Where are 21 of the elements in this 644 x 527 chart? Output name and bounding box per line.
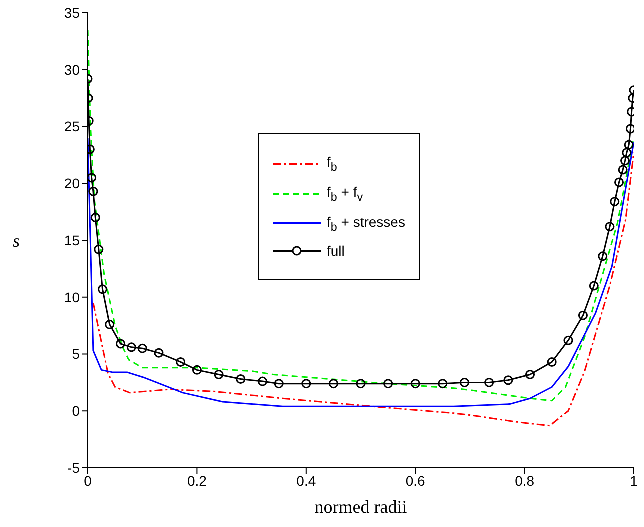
x-tick-label: 1: [630, 472, 638, 489]
x-tick-label: 0.6: [406, 472, 426, 489]
y-tick-label: -5: [68, 460, 80, 476]
y-tick-label: 15: [64, 232, 80, 248]
y-tick-label: 35: [64, 4, 80, 21]
x-axis-title: normed radii: [314, 497, 408, 517]
legend-label: f$_{b}$ + stresses: [327, 214, 406, 234]
y-axis-title: s: [13, 230, 20, 251]
x-tick-label: 0: [84, 472, 92, 489]
y-tick-label: 30: [64, 62, 80, 78]
legend-label: full: [327, 243, 345, 260]
y-tick-label: 5: [72, 346, 80, 362]
y-tick-label: 0: [72, 403, 80, 420]
y-tick-label: 20: [64, 176, 80, 192]
x-tick-label: 0.2: [187, 472, 208, 489]
x-tick-label: 0.8: [515, 472, 535, 489]
y-tick-label: 25: [64, 118, 80, 135]
y-tick-label: 10: [64, 289, 80, 306]
legend-label: f$_{b}$ + f$_{v}$: [327, 184, 364, 204]
legend-label: f$_{b}$: [327, 154, 338, 174]
x-tick-label: 0.4: [296, 472, 316, 489]
